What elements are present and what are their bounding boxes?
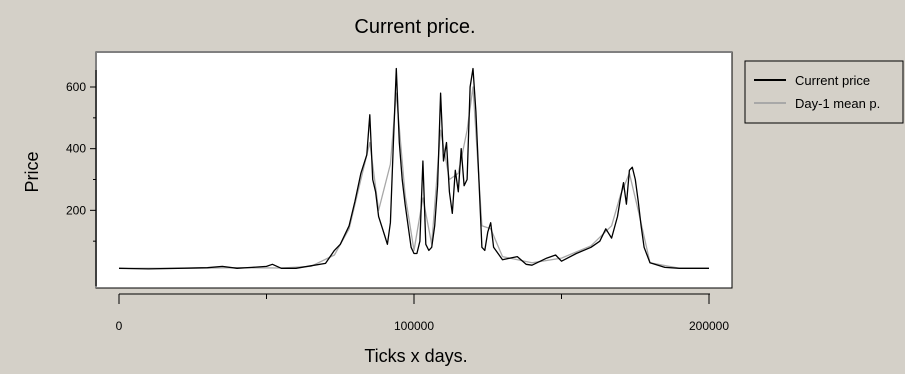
legend-label-mean-price: Day-1 mean p. bbox=[795, 96, 880, 111]
y-tick-label-200: 200 bbox=[66, 203, 86, 217]
x-tick-label-0: 0 bbox=[116, 319, 123, 333]
series-line-current-price bbox=[118, 67, 709, 270]
y-ticks: 200 400 600 bbox=[66, 80, 96, 242]
y-tick-label-400: 400 bbox=[66, 142, 86, 156]
y-tick-label-600: 600 bbox=[66, 80, 86, 94]
legend: Current price Day-1 mean p. bbox=[744, 60, 904, 124]
x-tick-label-200000: 200000 bbox=[689, 319, 729, 333]
x-ticks: 0 100000 200000 bbox=[116, 294, 729, 333]
chart-title: Current price. bbox=[354, 16, 475, 38]
y-axis-title: Price bbox=[22, 151, 42, 192]
x-axis-title: Ticks x days. bbox=[364, 346, 467, 366]
x-tick-label-100000: 100000 bbox=[394, 319, 434, 333]
legend-label-current-price: Current price bbox=[795, 73, 870, 88]
legend-box bbox=[744, 60, 904, 124]
series-layer bbox=[118, 67, 709, 270]
